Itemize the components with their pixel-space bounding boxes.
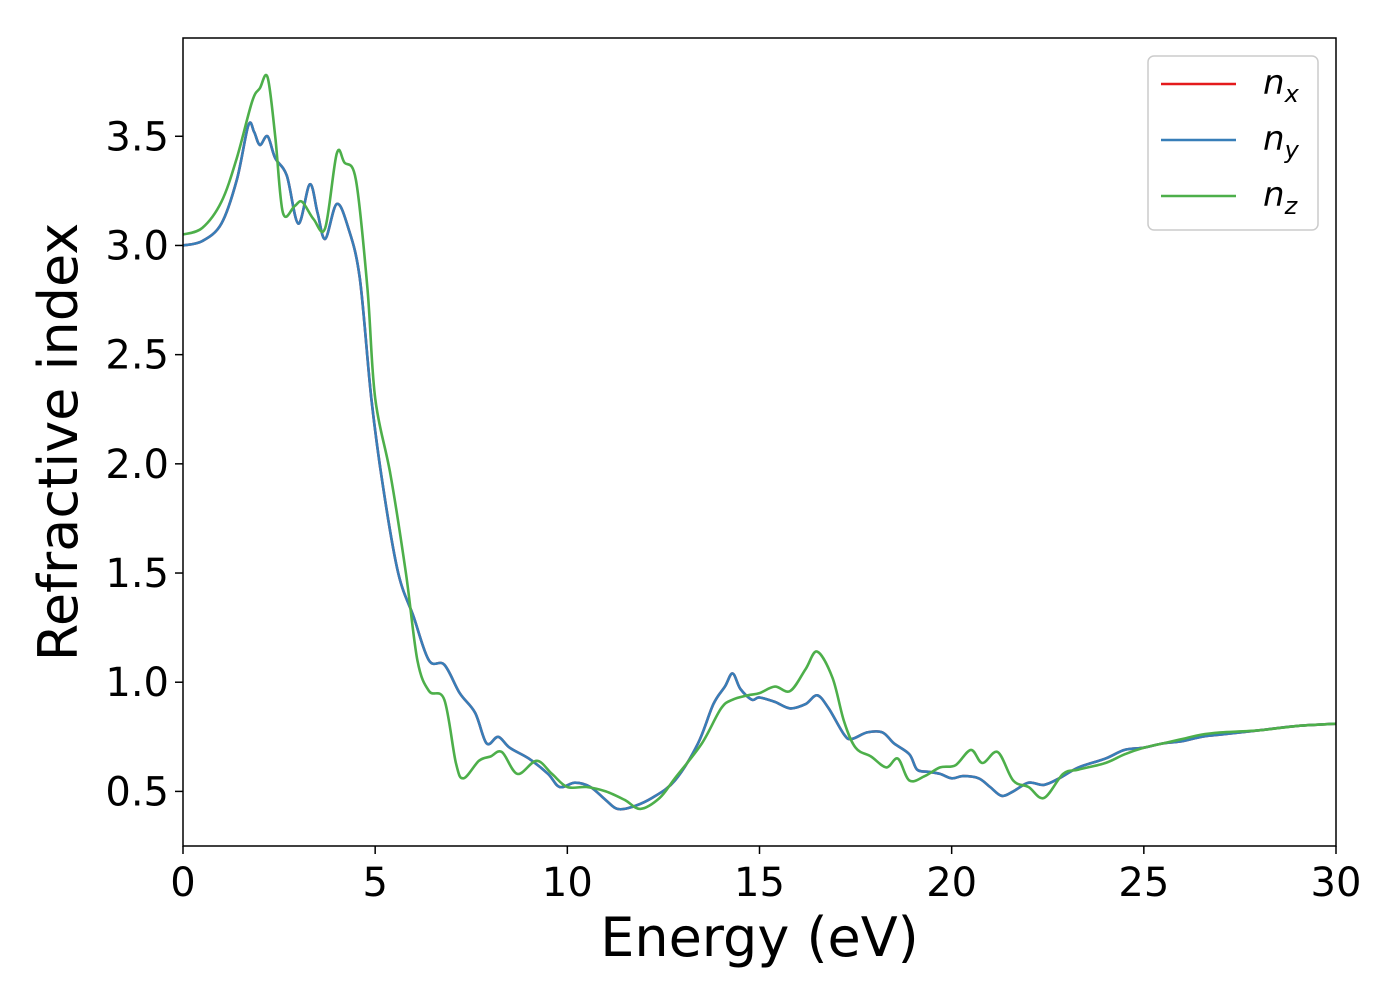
legend-label-base: n: [1263, 63, 1285, 103]
x-tick-label: 30: [1311, 860, 1362, 906]
y-tick-label: 1.5: [105, 551, 169, 597]
y-tick-label: 3.5: [105, 114, 169, 160]
y-tick-label: 0.5: [105, 769, 169, 815]
legend-label-x: nx: [1263, 63, 1300, 108]
y-axis-title: Refractive index: [27, 223, 90, 662]
x-tick-label: 25: [1118, 860, 1169, 906]
y-tick-label: 2.0: [105, 442, 169, 488]
legend-label-base: n: [1263, 175, 1285, 215]
y-tick-label: 2.5: [105, 333, 169, 379]
legend-label-y: ny: [1263, 119, 1300, 164]
series-line-y: [183, 121, 1336, 811]
x-tick-label: 0: [170, 860, 195, 906]
y-axis-ticks: 0.5 1.0 1.5 2.0 2.5 3.0 3.5: [105, 114, 183, 815]
legend-label-subscript: x: [1284, 80, 1300, 108]
legend-label-subscript: y: [1284, 136, 1300, 164]
x-tick-label: 10: [542, 860, 593, 906]
x-axis-ticks: 0 5 10 15 20 25 30: [170, 846, 1361, 906]
x-tick-label: 15: [734, 860, 785, 906]
legend-label-subscript: z: [1284, 192, 1299, 220]
legend-box: [1147, 55, 1319, 231]
legend-label-base: n: [1263, 119, 1285, 159]
x-axis-title: Energy (eV): [600, 906, 919, 969]
legend-label-z: nz: [1263, 175, 1299, 220]
x-tick-label: 5: [362, 860, 387, 906]
y-tick-label: 1.0: [105, 660, 169, 706]
series-line-z: [183, 73, 1336, 811]
y-tick-label: 3.0: [105, 223, 169, 269]
plot-series-group: [183, 73, 1336, 811]
x-tick-label: 20: [926, 860, 977, 906]
